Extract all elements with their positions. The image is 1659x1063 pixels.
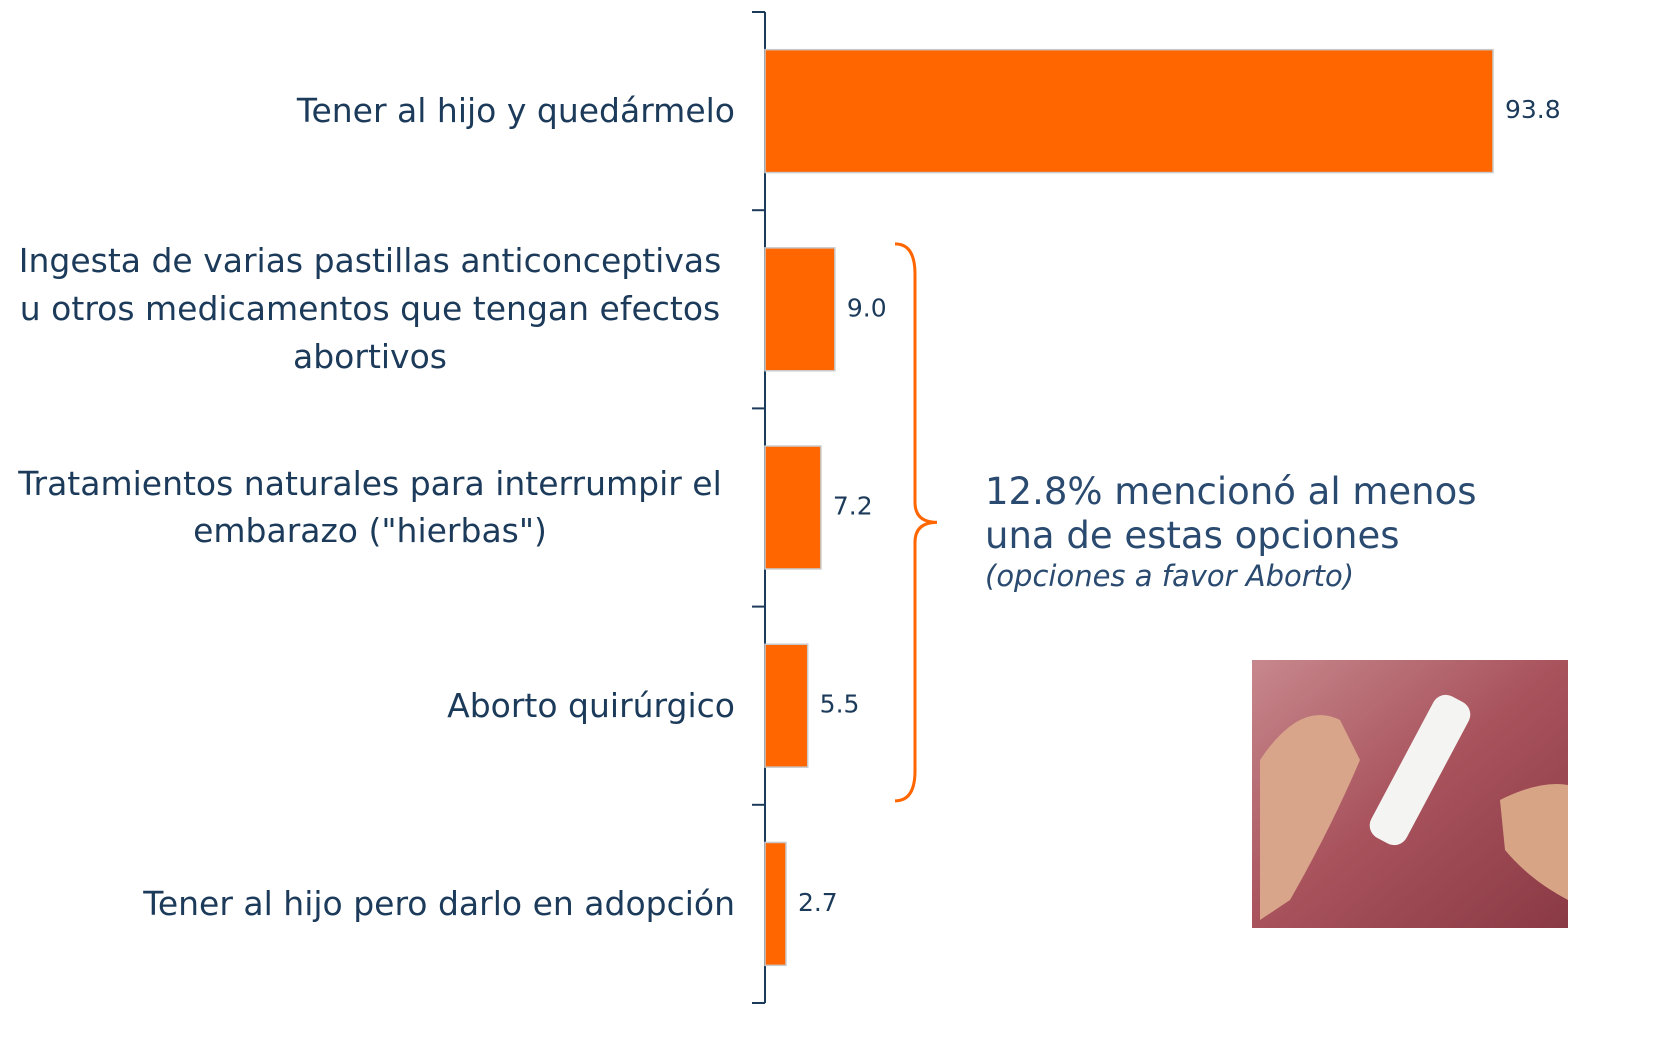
- value-label: 7.2: [833, 492, 873, 521]
- annotation: 12.8% mencionó al menos una de estas opc…: [985, 470, 1505, 594]
- photo: [1252, 660, 1568, 928]
- value-label: 2.7: [798, 888, 838, 917]
- value-label: 5.5: [820, 690, 860, 719]
- category-label-box: Tratamientos naturales para interrumpir …: [5, 460, 735, 556]
- category-label: Aborto quirúrgico: [447, 682, 735, 730]
- bar: [765, 842, 786, 965]
- annotation-text: 12.8% mencionó al menos una de estas opc…: [985, 470, 1477, 557]
- page: 93.8 9.0 7.2 5.5 2.7 12.8% mencionó al menos…: [0, 0, 1659, 1063]
- value-label: 93.8: [1505, 95, 1561, 124]
- annotation-note: (opciones a favor Aborto): [985, 559, 1505, 594]
- bar: [765, 248, 835, 371]
- category-label: Ingesta de varias pastillas anticoncepti…: [5, 238, 735, 382]
- brace: [895, 244, 937, 801]
- bar: [765, 50, 1493, 173]
- value-label: 9.0: [847, 293, 887, 322]
- category-label: Tener al hijo y quedármelo: [297, 87, 735, 135]
- category-label-box: Ingesta de varias pastillas anticoncepti…: [5, 238, 735, 382]
- bar: [765, 644, 808, 767]
- category-label-box: Aborto quirúrgico: [5, 682, 735, 730]
- category-label-box: Tener al hijo pero darlo en adopción: [5, 880, 735, 928]
- bar: [765, 446, 821, 569]
- category-label-box: Tener al hijo y quedármelo: [5, 87, 735, 135]
- category-label: Tener al hijo pero darlo en adopción: [143, 880, 735, 928]
- category-label: Tratamientos naturales para interrumpir …: [5, 460, 735, 556]
